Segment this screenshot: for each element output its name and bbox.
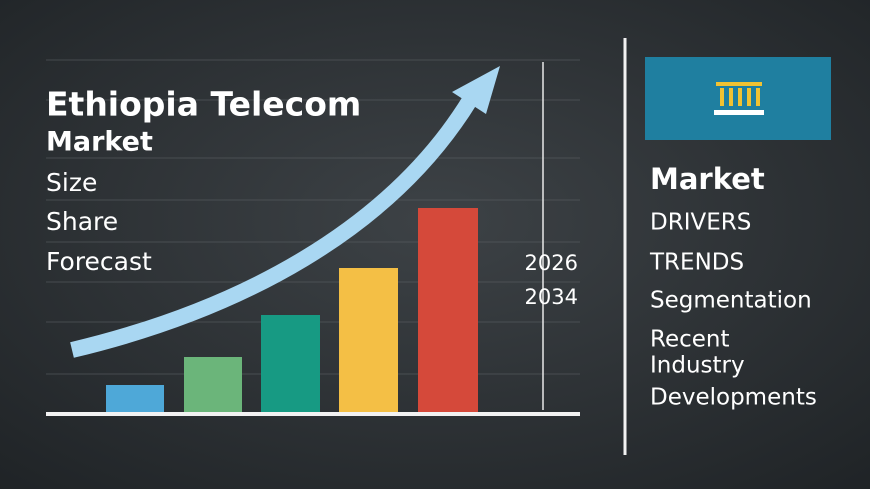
- item: Industry: [650, 353, 745, 379]
- icon: [714, 82, 764, 115]
- item: TRENDS: [649, 250, 744, 276]
- item: DRIVERS: [650, 210, 751, 236]
- item: Segmentation: [650, 288, 812, 314]
- grid: [46, 59, 580, 375]
- heading: Market: [650, 162, 765, 196]
- title: Market: [46, 127, 153, 158]
- bars: [106, 208, 478, 413]
- year: 2026: [525, 251, 578, 275]
- item: Share: [46, 207, 118, 236]
- title: Ethiopia Telecom: [46, 85, 361, 124]
- item: Forecast: [46, 247, 152, 276]
- item: Recent: [650, 327, 730, 353]
- year: 2034: [525, 285, 578, 309]
- arrow-head: [452, 66, 500, 114]
- item: Developments: [650, 385, 817, 411]
- item: Size: [46, 168, 97, 197]
- trend-arrow: [70, 95, 477, 358]
